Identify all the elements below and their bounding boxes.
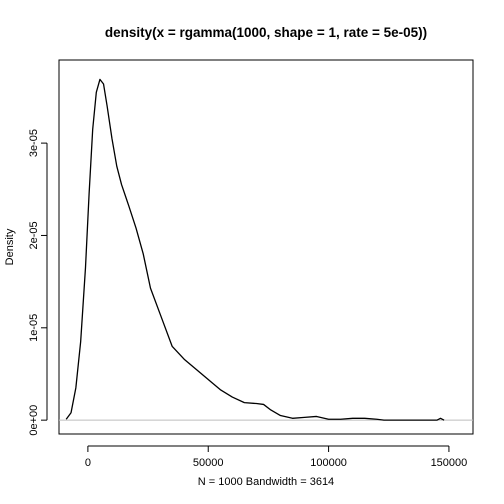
y-axis: 0e+00 1e-05 2e-05 3e-05 <box>28 129 48 436</box>
x-tick-label: 0 <box>85 457 91 469</box>
chart-title: density(x = rgamma(1000, shape = 1, rate… <box>105 25 427 40</box>
y-tick-label: 1e-05 <box>28 314 40 342</box>
y-tick-label: 0e+00 <box>28 405 40 436</box>
density-curve <box>65 78 445 421</box>
x-tick-label: 100000 <box>310 457 347 469</box>
x-tick-label: 150000 <box>431 457 468 469</box>
y-axis-label: Density <box>4 228 16 265</box>
y-tick-label: 3e-05 <box>28 129 40 157</box>
plot-frame <box>58 59 474 435</box>
x-axis: 0 50000 100000 150000 <box>85 445 468 469</box>
y-tick-label: 2e-05 <box>28 221 40 249</box>
x-tick-label: 50000 <box>193 457 224 469</box>
x-axis-label: N = 1000 Bandwidth = 3614 <box>198 476 334 488</box>
